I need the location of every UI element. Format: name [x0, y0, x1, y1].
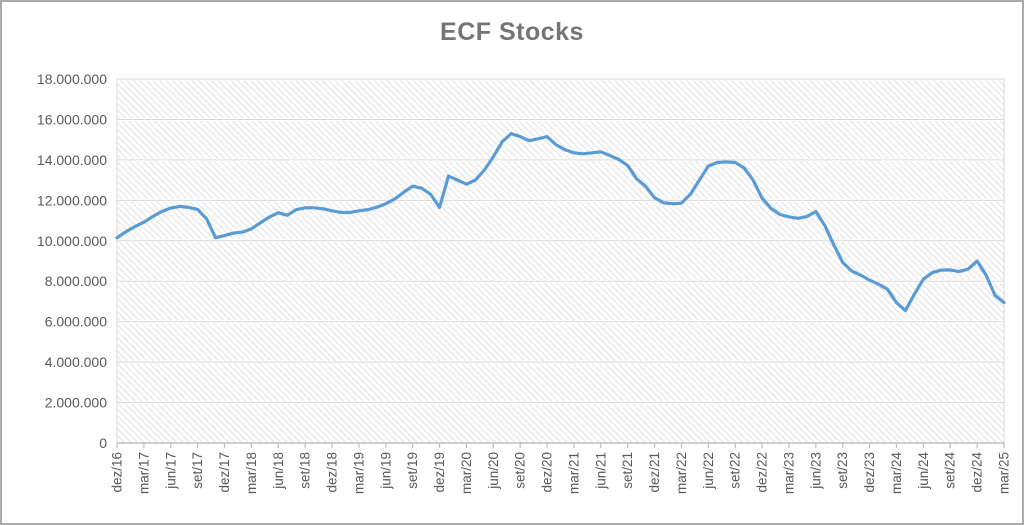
x-tick-label: mar/21: [566, 452, 581, 494]
x-tick-label: mar/20: [459, 452, 474, 494]
x-tick-label: jun/18: [271, 452, 286, 490]
x-tick-label: set/23: [835, 452, 850, 489]
chart-title: ECF Stocks: [440, 18, 584, 46]
x-tick-label: set/18: [298, 452, 313, 489]
y-tick-label: 12.000.000: [37, 192, 107, 208]
x-tick-label: set/19: [405, 452, 420, 489]
x-tick-label: mar/24: [889, 452, 904, 495]
y-tick-label: 18.000.000: [37, 71, 107, 87]
x-tick-label: dez/19: [432, 452, 447, 493]
x-axis-ticks: [116, 443, 1005, 448]
y-tick-label: 16.000.000: [37, 111, 107, 127]
x-tick-label: mar/22: [674, 452, 689, 494]
y-tick-label: 2.000.000: [45, 395, 107, 411]
y-tick-label: 14.000.000: [37, 152, 107, 168]
x-tick-label: dez/24: [970, 452, 985, 493]
x-tick-label: mar/25: [997, 452, 1012, 494]
series-line: [115, 132, 1006, 313]
y-tick-label: 6.000.000: [45, 314, 107, 330]
x-tick-label: jun/21: [593, 452, 608, 490]
y-tick-label: 0: [99, 435, 107, 451]
x-tick-label: set/21: [620, 452, 635, 489]
x-tick-label: jun/24: [916, 452, 931, 490]
x-tick-label: dez/16: [110, 452, 125, 493]
x-tick-label: dez/17: [217, 452, 232, 493]
plot-area: [117, 79, 1004, 443]
x-tick-label: jun/17: [163, 452, 178, 490]
x-tick-label: mar/19: [351, 452, 366, 494]
y-tick-label: 8.000.000: [45, 273, 107, 289]
x-tick-label: dez/18: [325, 452, 340, 493]
x-tick-label: jun/22: [701, 452, 716, 490]
x-tick-label: mar/23: [781, 452, 796, 494]
x-tick-label: set/22: [728, 452, 743, 489]
x-tick-label: dez/20: [540, 452, 555, 493]
x-tick-label: set/17: [190, 452, 205, 489]
x-tick-label: dez/22: [755, 452, 770, 493]
x-tick-label: dez/21: [647, 452, 662, 493]
x-tick-label: jun/19: [378, 452, 393, 490]
x-tick-label: set/24: [943, 452, 958, 489]
x-tick-label: set/20: [513, 452, 528, 489]
x-tick-label: dez/23: [862, 452, 877, 493]
x-tick-label: jun/23: [808, 452, 823, 490]
y-axis-labels: 0 2.000.000 4.000.000 6.000.000 8.000.000 10.…: [37, 71, 107, 451]
x-tick-label: jun/20: [486, 452, 501, 490]
y-tick-label: 4.000.000: [45, 354, 107, 370]
x-tick-label: mar/18: [244, 452, 259, 494]
y-tick-label: 10.000.000: [37, 233, 107, 249]
x-axis-labels: dez/16 mar/17 jun/17 set/17 dez/17 mar/18 jun/…: [110, 452, 1012, 495]
x-tick-label: mar/17: [136, 452, 151, 494]
